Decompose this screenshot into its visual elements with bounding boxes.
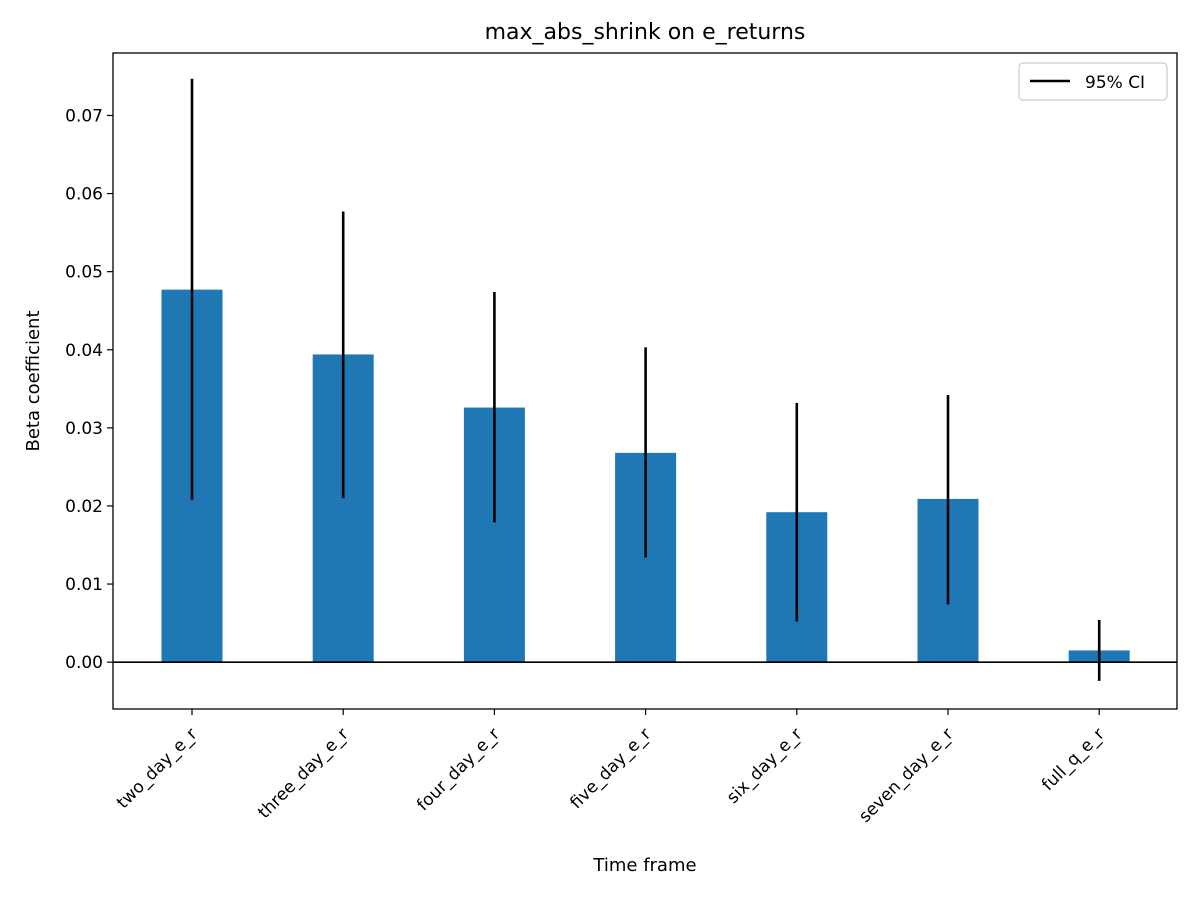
legend-box bbox=[1018, 62, 1168, 101]
x-axis-label: Time frame bbox=[592, 855, 696, 876]
y-tick-label: 0.05 bbox=[65, 263, 103, 283]
y-tick-label: 0.03 bbox=[65, 419, 103, 439]
y-tick-label: 0.02 bbox=[65, 497, 103, 517]
error-bars-group bbox=[190, 78, 1101, 681]
y-axis-label: Beta coefficient bbox=[23, 310, 44, 451]
legend: 95% CI bbox=[1018, 62, 1168, 101]
chart-title: max_abs_shrink on e_returns bbox=[485, 20, 806, 45]
y-tick-label: 0.01 bbox=[65, 575, 103, 595]
y-tick-label: 0.04 bbox=[65, 341, 103, 361]
y-axis-ticks: 0.00 0.01 0.02 0.03 0.04 0.05 0.06 0.07 bbox=[65, 106, 113, 673]
legend-label: 95% CI bbox=[1085, 73, 1145, 93]
y-tick-label: 0.06 bbox=[65, 185, 103, 205]
y-tick-label: 0.07 bbox=[65, 106, 103, 126]
y-tick-label: 0.00 bbox=[65, 653, 103, 673]
